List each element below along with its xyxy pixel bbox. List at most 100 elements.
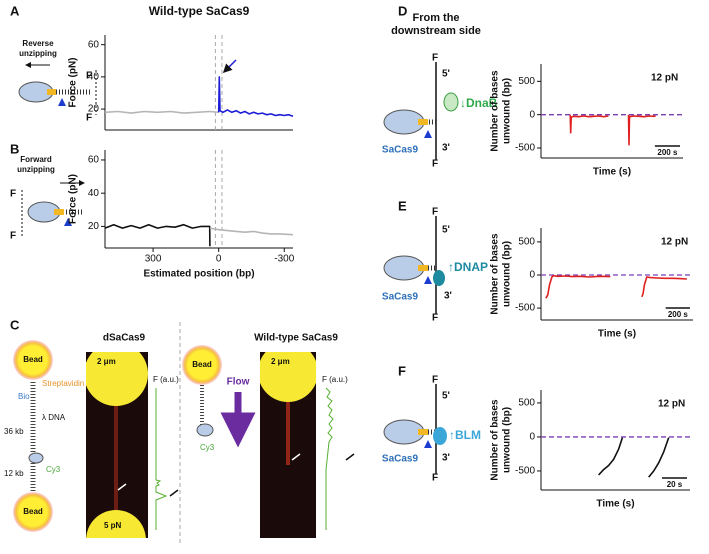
y-tick-label: 500 xyxy=(518,398,535,409)
caption: unzipping xyxy=(19,49,57,58)
title: Wild-type SaCas9 xyxy=(254,333,338,344)
y-axis-label: unwound (bp) xyxy=(502,407,513,473)
data-line xyxy=(569,114,656,146)
target xyxy=(47,89,56,95)
force: F xyxy=(432,313,438,324)
profile xyxy=(155,388,168,530)
label: λ DNA xyxy=(42,413,66,422)
profile xyxy=(325,387,334,530)
x-axis-label: Time (s) xyxy=(596,499,634,510)
annotation: 12 pN xyxy=(658,399,685,410)
bead xyxy=(13,492,53,532)
axis-label: F (a.u.) xyxy=(153,375,179,384)
force: F xyxy=(432,159,438,170)
data-line xyxy=(217,76,294,118)
protein: ↓DnaB xyxy=(460,96,498,110)
data-line xyxy=(209,227,294,236)
y-tick-label: 40 xyxy=(88,72,100,83)
bead xyxy=(13,340,53,380)
cas9-label: SaCas9 xyxy=(382,292,419,303)
diagram-e: F 5' ↑DNAP SaCas9 3' F xyxy=(382,207,488,324)
y-tick-label: 0 xyxy=(529,432,535,443)
label: Cy3 xyxy=(46,465,61,474)
label: Bio xyxy=(18,392,30,401)
panel-c: dSaCas9 Wild-type SaCas9 Bead Streptavid… xyxy=(4,322,348,545)
pointer xyxy=(345,453,355,461)
end: 3' xyxy=(442,143,450,154)
protein: ↑BLM xyxy=(449,428,481,442)
y-tick-label: 20 xyxy=(88,104,100,115)
target xyxy=(418,429,428,435)
y-tick-label: 60 xyxy=(88,155,100,166)
label: 12 kb xyxy=(4,469,24,478)
protein: ↑DNAP xyxy=(448,260,488,274)
cut-site xyxy=(58,98,66,106)
y-tick-label: 40 xyxy=(88,188,100,199)
y-axis-label: Number of bases xyxy=(490,70,501,152)
diagram-d: F 5' ↓DnaB SaCas9 3' F xyxy=(382,53,498,170)
x-tick-label: 300 xyxy=(145,254,162,265)
chart-title: Wild-type SaCas9 xyxy=(149,4,250,18)
pointer xyxy=(291,453,301,461)
x-axis-label: Time (s) xyxy=(593,167,631,178)
heading: From the xyxy=(412,12,459,24)
force: F xyxy=(432,375,438,386)
y-tick-label: -500 xyxy=(515,466,535,477)
scale: 2 μm xyxy=(271,357,290,366)
data-line xyxy=(598,437,670,478)
label: Streptavidin xyxy=(42,379,84,388)
cas9 xyxy=(28,452,44,464)
y-tick-label: -500 xyxy=(515,143,535,154)
end: 3' xyxy=(442,453,450,464)
y-tick-label: 0 xyxy=(529,270,535,281)
target xyxy=(54,209,64,215)
pointer xyxy=(117,483,127,491)
caption: Reverse xyxy=(22,39,54,48)
caption: unzipping xyxy=(17,165,55,174)
annotation: 12 pN xyxy=(651,73,678,84)
cut-site xyxy=(64,218,72,226)
force-label: 5 pN xyxy=(104,521,122,530)
scale: 2 μm xyxy=(97,357,116,366)
caption: Forward xyxy=(20,155,52,164)
y-axis-label: Number of bases xyxy=(490,399,501,481)
force: F xyxy=(86,71,92,82)
cut-site xyxy=(424,276,432,284)
end: 5' xyxy=(442,391,450,402)
cut-site xyxy=(424,130,432,138)
x-tick-label: 0 xyxy=(216,254,222,265)
helicase xyxy=(443,92,459,112)
end: 3' xyxy=(444,291,452,302)
diagram-a: Reverse unzipping F F xyxy=(18,39,97,124)
bead xyxy=(182,345,222,385)
y-axis-label: unwound (bp) xyxy=(502,78,513,144)
y-axis-label: Force (pN) xyxy=(68,174,79,224)
force: F xyxy=(432,207,438,218)
panel-label: A xyxy=(10,3,20,18)
helicase xyxy=(433,427,447,445)
pointer xyxy=(169,489,179,497)
x-axis-label: Estimated position (bp) xyxy=(143,269,254,280)
scale-bar-label: 200 s xyxy=(657,148,678,157)
cas9-label: SaCas9 xyxy=(382,145,419,156)
y-axis-label: unwound (bp) xyxy=(502,241,513,307)
cas9-label: SaCas9 xyxy=(382,454,419,465)
cut-site xyxy=(424,440,432,448)
force: F xyxy=(432,53,438,64)
force: F xyxy=(432,473,438,484)
annotation: 12 pN xyxy=(661,237,688,248)
force: F xyxy=(10,189,16,200)
bead-label: Bead xyxy=(23,355,43,364)
pointer xyxy=(222,59,237,74)
cas9 xyxy=(196,423,214,437)
x-axis-label: Time (s) xyxy=(598,329,636,340)
image xyxy=(86,352,148,538)
panel-label: B xyxy=(10,141,19,156)
heading: downstream side xyxy=(391,25,481,37)
end: 5' xyxy=(442,69,450,80)
scale-bar-label: 20 s xyxy=(667,480,683,489)
bead-image xyxy=(260,352,316,402)
x-tick-label: -300 xyxy=(274,254,294,265)
y-tick-label: 500 xyxy=(518,76,535,87)
